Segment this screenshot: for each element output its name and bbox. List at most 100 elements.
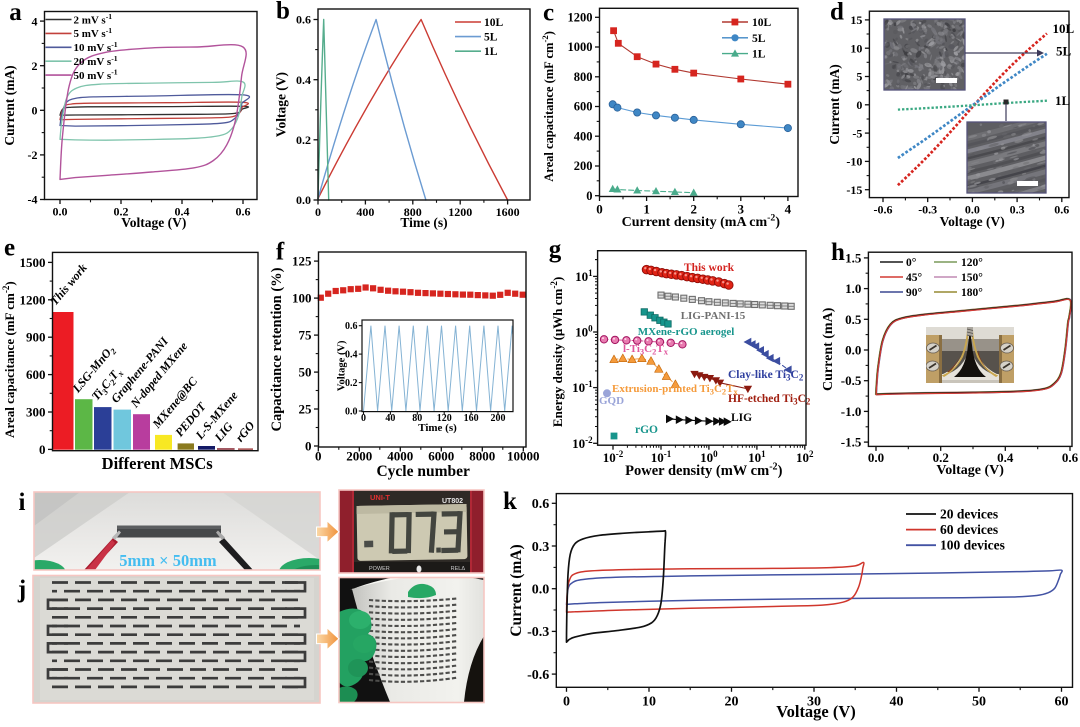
svg-text:HF-etched Ti3C2: HF-etched Ti3C2 xyxy=(728,393,811,407)
svg-text:-4: -4 xyxy=(28,193,38,207)
svg-text:-0.6: -0.6 xyxy=(874,203,893,217)
svg-text:Time (s): Time (s) xyxy=(400,215,447,230)
svg-text:LIG: LIG xyxy=(731,412,752,424)
svg-text:0°: 0° xyxy=(906,257,917,269)
svg-text:2: 2 xyxy=(690,202,697,217)
svg-text:0.4: 0.4 xyxy=(296,73,311,87)
svg-text:40: 40 xyxy=(385,413,395,424)
svg-text:Voltage (V): Voltage (V) xyxy=(121,215,186,230)
svg-text:75: 75 xyxy=(299,328,313,343)
svg-text:0.4: 0.4 xyxy=(997,450,1014,465)
svg-text:100: 100 xyxy=(292,291,312,306)
svg-text:0.2: 0.2 xyxy=(345,378,358,389)
svg-text:0.3: 0.3 xyxy=(532,540,550,555)
svg-text:40: 40 xyxy=(890,694,904,709)
svg-text:4000: 4000 xyxy=(387,449,413,464)
svg-text:50: 50 xyxy=(972,694,986,709)
svg-text:rGO: rGO xyxy=(635,424,658,436)
svg-text:Current density (mA cm-2): Current density (mA cm-2) xyxy=(622,213,781,230)
svg-text:20 devices: 20 devices xyxy=(940,507,998,522)
svg-text:800: 800 xyxy=(404,205,422,219)
svg-text:100 devices: 100 devices xyxy=(940,538,1005,553)
svg-text:-0.3: -0.3 xyxy=(527,625,549,640)
svg-text:l-Ti3C2Tx: l-Ti3C2Tx xyxy=(623,343,669,357)
svg-text:1200: 1200 xyxy=(20,292,46,307)
svg-text:10: 10 xyxy=(642,694,656,709)
svg-text:0.4: 0.4 xyxy=(175,205,190,219)
svg-text:GQD: GQD xyxy=(599,395,624,407)
svg-text:800: 800 xyxy=(574,70,593,84)
svg-text:120°: 120° xyxy=(961,257,983,269)
svg-text:0.0: 0.0 xyxy=(868,450,884,465)
svg-text:i: i xyxy=(19,489,26,516)
svg-text:0.6: 0.6 xyxy=(345,321,358,332)
svg-text:d: d xyxy=(830,0,844,26)
svg-text:h: h xyxy=(831,239,845,266)
svg-text:0.4: 0.4 xyxy=(345,349,358,360)
svg-text:Areal capacitance (mF cm-2): Areal capacitance (mF cm-2) xyxy=(540,31,556,182)
svg-text:150°: 150° xyxy=(961,272,983,284)
svg-text:30: 30 xyxy=(807,694,821,709)
svg-text:2: 2 xyxy=(32,59,38,73)
svg-text:Time (s): Time (s) xyxy=(418,422,457,434)
svg-text:0: 0 xyxy=(856,98,862,112)
svg-text:e: e xyxy=(4,235,15,262)
svg-text:0.0: 0.0 xyxy=(296,193,311,207)
svg-text:Voltage (V): Voltage (V) xyxy=(936,463,1004,478)
svg-text:-1.0: -1.0 xyxy=(841,404,862,419)
svg-text:80: 80 xyxy=(412,413,422,424)
svg-text:0.6: 0.6 xyxy=(1054,203,1069,217)
svg-text:1L: 1L xyxy=(1055,93,1071,108)
svg-text:10L: 10L xyxy=(752,17,772,29)
svg-text:90°: 90° xyxy=(906,287,923,299)
svg-text:j: j xyxy=(17,576,26,603)
svg-text:1: 1 xyxy=(643,202,650,217)
svg-text:0: 0 xyxy=(39,442,46,457)
svg-text:Clay-like Ti3C2: Clay-like Ti3C2 xyxy=(728,369,804,383)
svg-text:1.5: 1.5 xyxy=(845,250,862,265)
svg-text:10000: 10000 xyxy=(507,449,540,464)
svg-text:0.2: 0.2 xyxy=(296,133,311,147)
svg-text:5: 5 xyxy=(856,70,862,84)
svg-text:This work: This work xyxy=(684,262,735,274)
svg-text:5L: 5L xyxy=(484,32,498,44)
svg-text:Current (mA): Current (mA) xyxy=(821,307,836,391)
svg-text:50 mV s-1: 50 mV s-1 xyxy=(74,68,118,82)
svg-text:1L: 1L xyxy=(484,46,498,58)
svg-text:0.6: 0.6 xyxy=(236,205,251,219)
svg-text:600: 600 xyxy=(26,367,46,382)
svg-text:0: 0 xyxy=(305,439,312,454)
svg-text:10L: 10L xyxy=(1053,21,1075,36)
svg-text:c: c xyxy=(543,0,554,27)
svg-text:2000: 2000 xyxy=(346,449,372,464)
svg-text:1200: 1200 xyxy=(448,205,472,219)
svg-text:g: g xyxy=(549,236,562,263)
svg-text:-0.6: -0.6 xyxy=(527,668,549,683)
svg-text:RELΔ: RELΔ xyxy=(451,566,466,572)
svg-text:Different MSCs: Different MSCs xyxy=(102,454,214,473)
svg-text:0.3: 0.3 xyxy=(1010,203,1025,217)
svg-text:400: 400 xyxy=(574,129,593,143)
svg-text:1000: 1000 xyxy=(568,40,593,54)
svg-text:8000: 8000 xyxy=(469,449,495,464)
svg-text:-2: -2 xyxy=(28,148,38,162)
svg-text:Cycle number: Cycle number xyxy=(376,463,470,480)
svg-text:5L: 5L xyxy=(752,33,766,45)
svg-text:4: 4 xyxy=(785,202,792,217)
svg-text:POWER: POWER xyxy=(369,566,390,572)
svg-text:0.0: 0.0 xyxy=(532,583,550,598)
svg-text:UT802: UT802 xyxy=(442,498,463,505)
svg-text:Voltage (V): Voltage (V) xyxy=(274,72,289,137)
svg-text:Areal capacitance (mF cm-2): Areal capacitance (mF cm-2) xyxy=(1,281,17,438)
svg-text:200: 200 xyxy=(574,159,593,173)
svg-text:Current (mA): Current (mA) xyxy=(508,544,525,636)
svg-text:1500: 1500 xyxy=(20,255,46,270)
svg-text:0.6: 0.6 xyxy=(1062,450,1079,465)
svg-text:300: 300 xyxy=(26,405,46,420)
svg-text:Current (mA): Current (mA) xyxy=(2,65,17,145)
svg-text:Current (mA): Current (mA) xyxy=(827,64,842,144)
svg-text:0.0: 0.0 xyxy=(845,343,861,358)
svg-text:MXene-rGO aerogel: MXene-rGO aerogel xyxy=(638,326,735,338)
svg-text:600: 600 xyxy=(574,100,593,114)
svg-text:10: 10 xyxy=(850,41,862,55)
